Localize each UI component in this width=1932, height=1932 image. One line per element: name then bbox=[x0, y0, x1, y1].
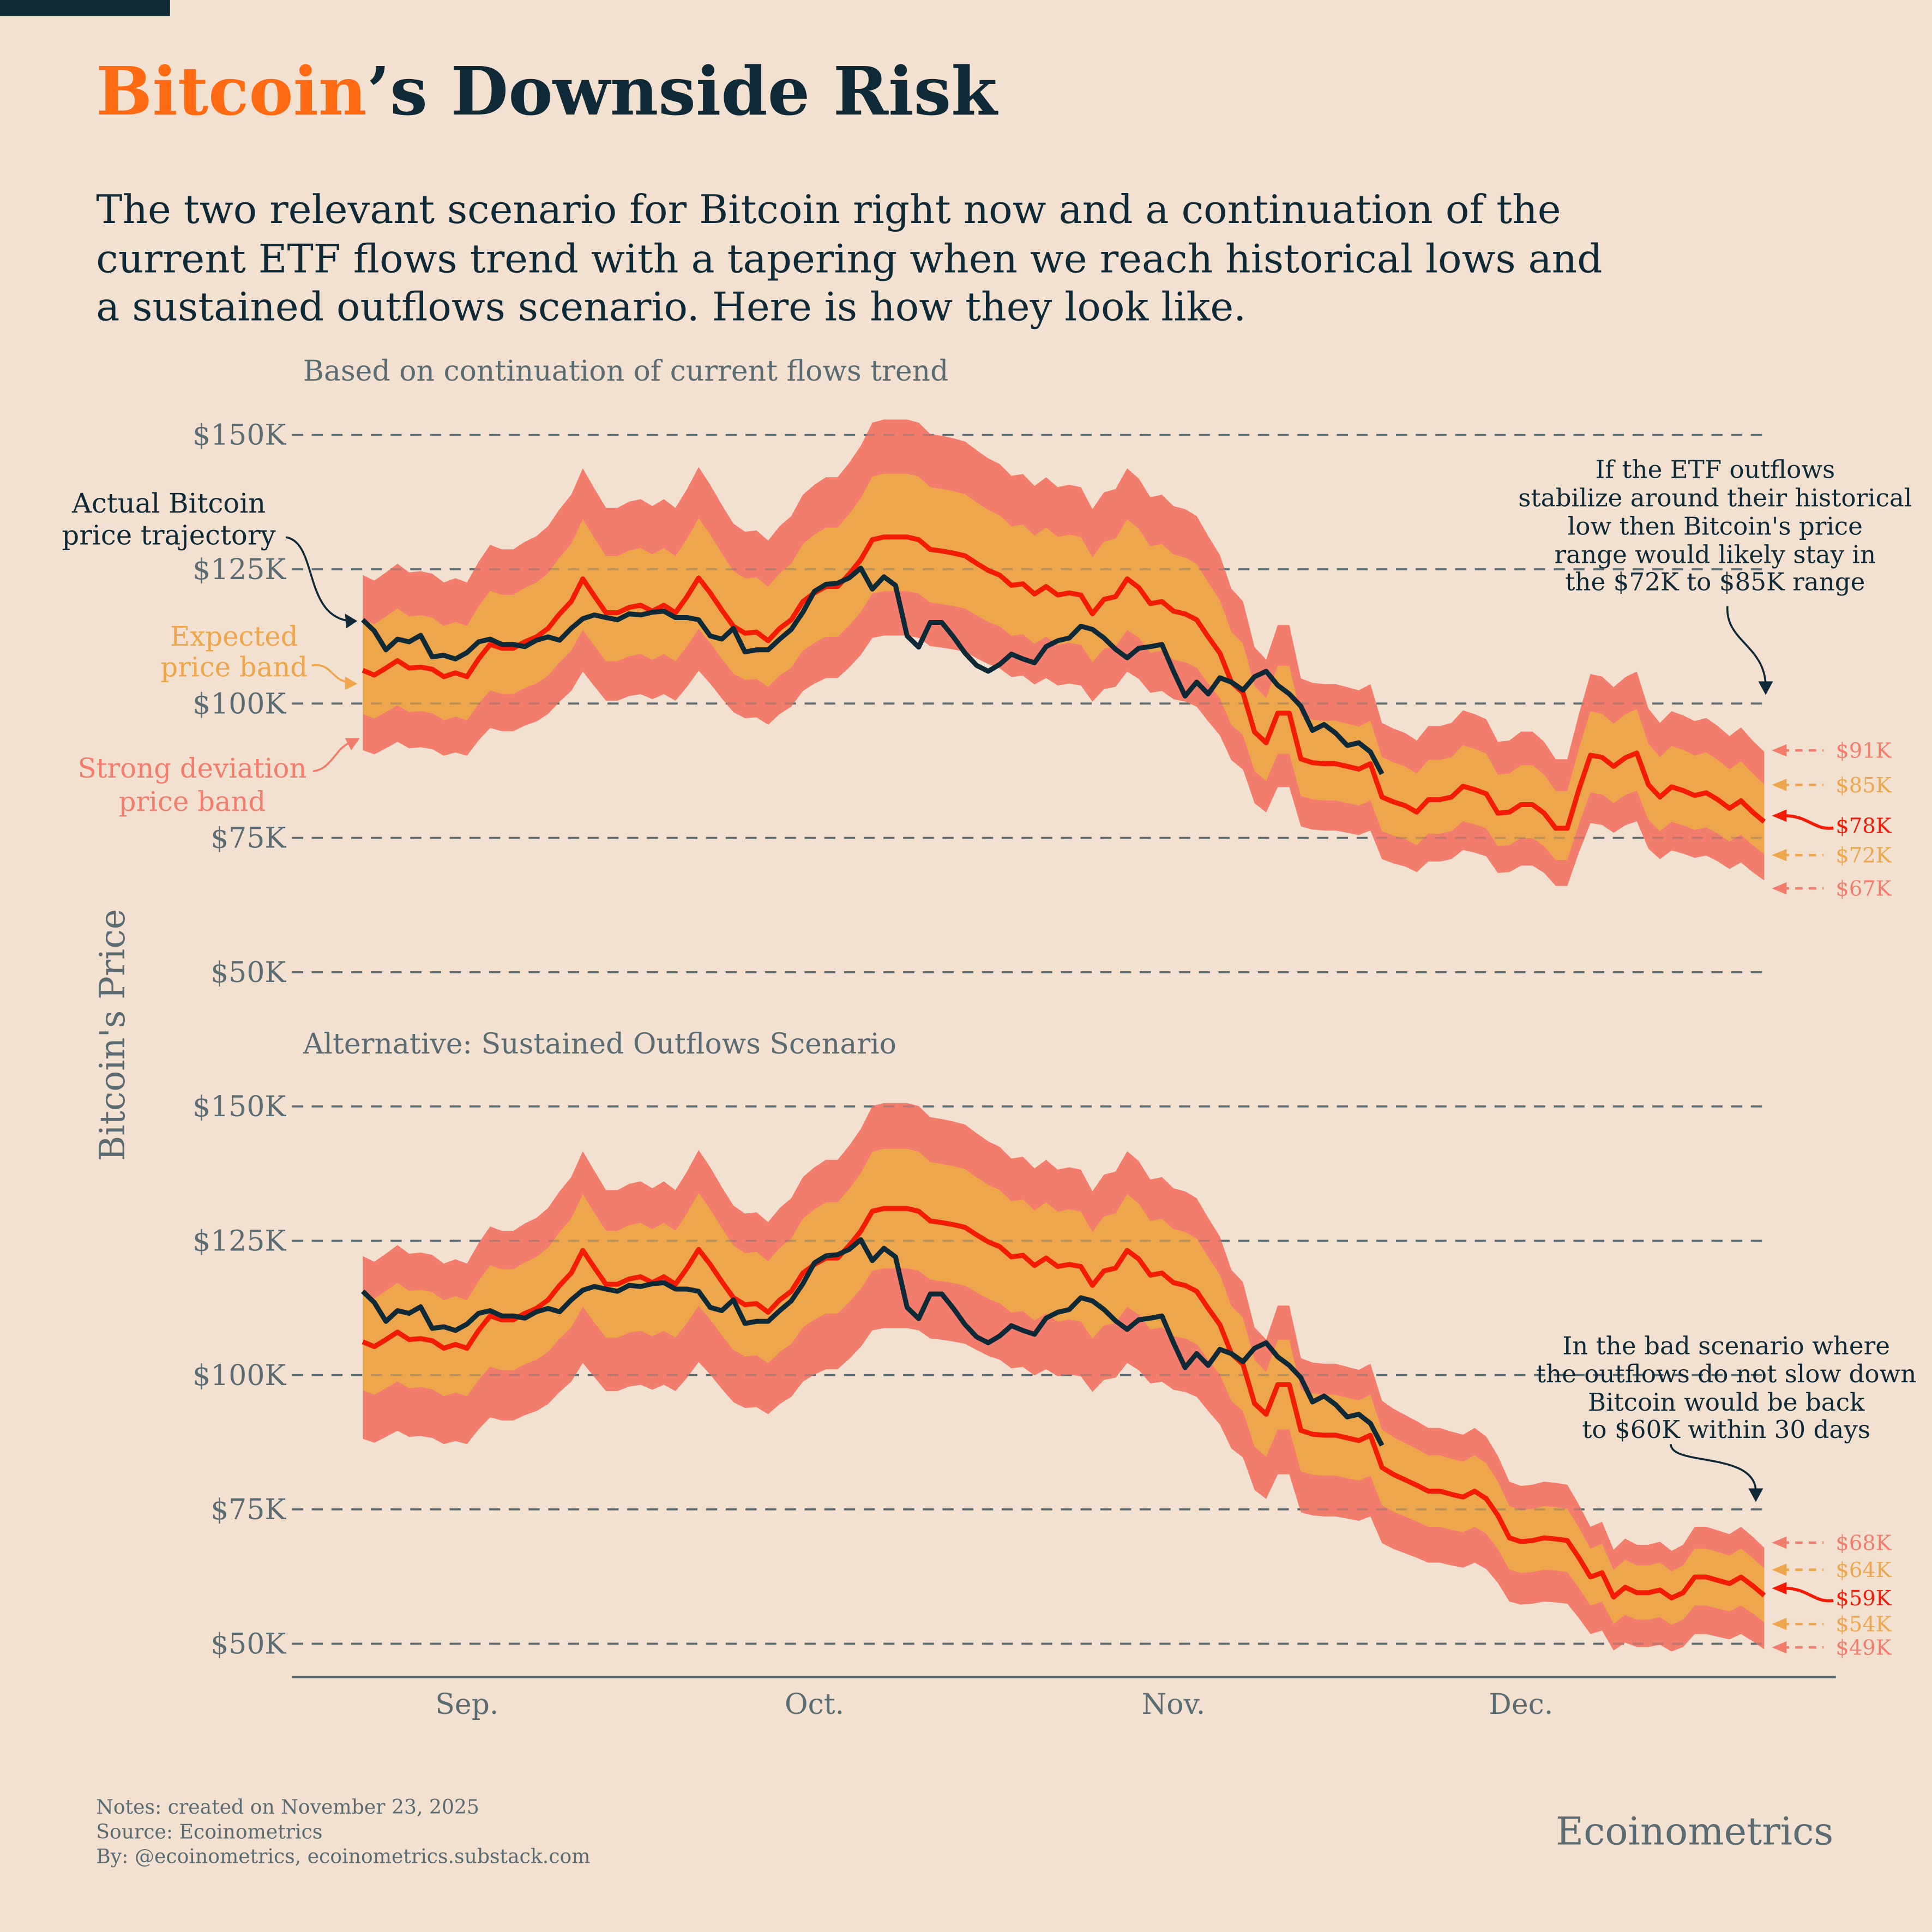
annotation-text: Bitcoin would be back bbox=[1588, 1388, 1865, 1417]
annotation-actual: Actual Bitcoin price trajectory bbox=[62, 487, 358, 629]
arrowhead-icon bbox=[1772, 779, 1787, 791]
end-label-expected: $59K bbox=[1835, 1586, 1892, 1611]
arrow-icon bbox=[1784, 814, 1834, 830]
annotation-text: price trajectory bbox=[62, 520, 275, 551]
annotation-text: stabilize around their historical bbox=[1518, 484, 1912, 513]
y-tick-label: $75K bbox=[210, 1494, 286, 1526]
y-tick-label: $125K bbox=[192, 1225, 286, 1257]
x-tick-label: Nov. bbox=[1142, 1688, 1205, 1721]
arrow-icon bbox=[1784, 1586, 1834, 1603]
annotation-text: Expected bbox=[170, 621, 298, 652]
arrow-icon bbox=[311, 664, 350, 684]
x-tick-label: Oct. bbox=[785, 1688, 844, 1721]
end-label-strong-high: $68K bbox=[1835, 1531, 1892, 1556]
panel-title: Based on continuation of current flows t… bbox=[303, 355, 949, 388]
annotation-expected: Expected price band bbox=[160, 621, 358, 690]
annotation-text: the outflows do not slow down bbox=[1536, 1359, 1917, 1388]
actual-price-line bbox=[361, 565, 1385, 775]
annotation-text: Actual Bitcoin bbox=[71, 487, 266, 519]
annotation-strong: Strong deviation price band bbox=[78, 738, 360, 817]
arrow-icon bbox=[285, 536, 350, 622]
arrowhead-icon bbox=[1772, 848, 1787, 862]
footer-notes: Notes: created on November 23, 2025 bbox=[96, 1795, 479, 1819]
arrowhead-icon bbox=[1772, 1582, 1787, 1594]
panel-title: Alternative: Sustained Outflows Scenario bbox=[303, 1028, 896, 1061]
end-label-expected: $78K bbox=[1835, 814, 1892, 838]
annotation-top-note: If the ETF outflows stabilize around the… bbox=[1518, 455, 1912, 695]
arrowhead-icon bbox=[345, 738, 360, 751]
end-label-strong-low: $49K bbox=[1835, 1636, 1892, 1660]
footer: Notes: created on November 23, 2025 Sour… bbox=[96, 1795, 590, 1868]
y-axis-label: Bitcoin's Price bbox=[92, 909, 133, 1161]
arrowhead-icon bbox=[1772, 809, 1787, 822]
arrowhead-icon bbox=[1772, 1641, 1787, 1654]
brand-bar bbox=[0, 0, 170, 16]
y-tick-label: $150K bbox=[192, 419, 286, 452]
arrowhead-icon bbox=[1772, 882, 1787, 895]
end-label-expected-high: $64K bbox=[1835, 1558, 1892, 1582]
annotation-text: In the bad scenario where bbox=[1562, 1331, 1890, 1360]
arrowhead-icon bbox=[345, 613, 358, 629]
panel-current-trend: Based on continuation of current flows t… bbox=[192, 355, 1892, 989]
footer-source: Source: Ecoinometrics bbox=[96, 1820, 322, 1843]
annotation-bottom-note: In the bad scenario where the outflows d… bbox=[1536, 1331, 1917, 1502]
subtitle: The two relevant scenario for Bitcoin ri… bbox=[96, 187, 1602, 330]
end-label-expected-low: $54K bbox=[1835, 1612, 1892, 1637]
arrowhead-icon bbox=[345, 676, 358, 690]
arrowhead-icon bbox=[1772, 1563, 1787, 1576]
end-label-strong-high: $91K bbox=[1835, 739, 1892, 763]
expected-price-line bbox=[362, 1206, 1766, 1600]
arrow-icon bbox=[312, 741, 353, 773]
expected-price-line bbox=[362, 534, 1766, 831]
subtitle-line: current ETF flows trend with a tapering … bbox=[96, 236, 1602, 282]
annotation-text: to $60K within 30 days bbox=[1582, 1415, 1870, 1444]
annotation-text: price band bbox=[119, 786, 266, 817]
arrow-icon bbox=[1726, 606, 1767, 685]
annotation-text: price band bbox=[160, 652, 308, 683]
title-rest: ’s Downside Risk bbox=[367, 52, 998, 130]
subtitle-line: The two relevant scenario for Bitcoin ri… bbox=[96, 187, 1561, 233]
panel-sustained-outflows: Alternative: Sustained Outflows Scenario… bbox=[192, 1028, 1892, 1660]
footer-by: By: @ecoinometrics, ecoinometrics.substa… bbox=[96, 1844, 590, 1868]
annotation-text: If the ETF outflows bbox=[1595, 455, 1835, 484]
annotation-text: range would likely stay in bbox=[1555, 540, 1876, 569]
strong-deviation-band bbox=[363, 419, 1765, 886]
x-tick-label: Sep. bbox=[435, 1688, 498, 1721]
expected-price-band bbox=[363, 473, 1765, 860]
subtitle-line: a sustained outflows scenario. Here is h… bbox=[96, 284, 1246, 330]
y-tick-label: $75K bbox=[210, 822, 286, 855]
arrow-icon bbox=[1670, 1443, 1757, 1491]
brand-logo: Ecoinometrics bbox=[1556, 1809, 1833, 1854]
arrowhead-icon bbox=[1772, 1536, 1787, 1549]
arrowhead-icon bbox=[1758, 681, 1773, 695]
end-label-expected-low: $72K bbox=[1835, 844, 1892, 868]
end-label-expected-high: $85K bbox=[1835, 773, 1892, 798]
page-title: Bitcoin’s Downside Risk bbox=[96, 52, 998, 130]
y-tick-label: $100K bbox=[192, 1359, 286, 1392]
annotation-text: the $72K to $85K range bbox=[1565, 567, 1865, 596]
y-tick-label: $50K bbox=[210, 1628, 286, 1660]
y-tick-label: $100K bbox=[192, 688, 286, 720]
x-tick-label: Dec. bbox=[1489, 1688, 1553, 1721]
y-tick-label: $150K bbox=[192, 1091, 286, 1123]
annotation-text: Strong deviation bbox=[78, 753, 307, 784]
y-tick-label: $125K bbox=[192, 553, 286, 586]
title-highlight: Bitcoin bbox=[96, 52, 367, 130]
end-label-strong-low: $67K bbox=[1835, 877, 1892, 901]
arrowhead-icon bbox=[1772, 744, 1787, 757]
y-tick-label: $50K bbox=[210, 956, 286, 989]
arrowhead-icon bbox=[1772, 1617, 1787, 1630]
actual-price-line bbox=[361, 1237, 1385, 1447]
x-axis-ticks: Sep. Oct. Nov. Dec. bbox=[435, 1688, 1553, 1721]
arrowhead-icon bbox=[1748, 1488, 1764, 1502]
annotation-text: low then Bitcoin's price bbox=[1568, 512, 1863, 541]
